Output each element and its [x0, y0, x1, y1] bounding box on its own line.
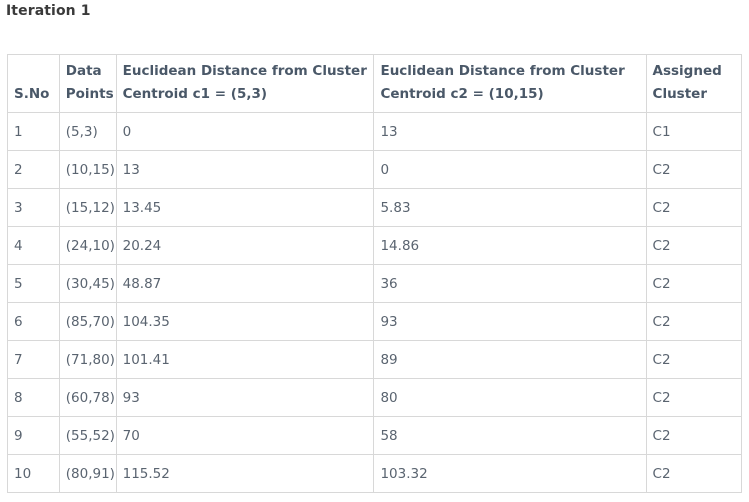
- header-distance-c2-line2: Centroid c2 = (10,15): [380, 86, 544, 102]
- cell-distance-c2: 13: [373, 112, 647, 151]
- cell-sno: 9: [7, 416, 60, 455]
- cell-distance-c2: 89: [373, 340, 647, 379]
- cell-sno: 5: [7, 264, 60, 303]
- header-distance-c2: Euclidean Distance from Cluster Centroid…: [373, 54, 647, 113]
- table-row: 8 (60,78) 93 80 C2: [7, 378, 743, 417]
- cell-sno: 7: [7, 340, 60, 379]
- cell-distance-c1: 13: [115, 150, 375, 189]
- cell-distance-c2: 93: [373, 302, 647, 341]
- cell-distance-c1: 115.52: [115, 454, 375, 493]
- cell-assigned-cluster: C2: [645, 226, 743, 265]
- table-row: 4 (24,10) 20.24 14.86 C2: [7, 226, 743, 265]
- cell-distance-c1: 48.87: [115, 264, 375, 303]
- cell-assigned-cluster: C2: [645, 378, 743, 417]
- table-row: 2 (10,15) 13 0 C2: [7, 150, 743, 189]
- cell-data-point: (24,10): [58, 226, 117, 265]
- header-data-points-line1: Data: [65, 63, 102, 79]
- cell-distance-c2: 5.83: [373, 188, 647, 227]
- cell-assigned-cluster: C2: [645, 264, 743, 303]
- cell-data-point: (15,12): [58, 188, 117, 227]
- cell-distance-c1: 0: [115, 112, 375, 151]
- table-row: 1 (5,3) 0 13 C1: [7, 112, 743, 151]
- cell-assigned-cluster: C2: [645, 150, 743, 189]
- table-row: 6 (85,70) 104.35 93 C2: [7, 302, 743, 341]
- cell-data-point: (85,70): [58, 302, 117, 341]
- header-sno-label: S.No: [14, 86, 50, 102]
- cell-distance-c1: 20.24: [115, 226, 375, 265]
- cell-distance-c1: 70: [115, 416, 375, 455]
- table-row: 10 (80,91) 115.52 103.32 C2: [7, 454, 743, 493]
- cell-sno: 4: [7, 226, 60, 265]
- page-title: Iteration 1: [6, 3, 91, 19]
- cell-data-point: (80,91): [58, 454, 117, 493]
- header-data-points: Data Points: [58, 54, 117, 113]
- cell-data-point: (60,78): [58, 378, 117, 417]
- cell-distance-c2: 80: [373, 378, 647, 417]
- header-distance-c1: Euclidean Distance from Cluster Centroid…: [115, 54, 375, 113]
- header-distance-c1-line2: Centroid c1 = (5,3): [122, 86, 268, 102]
- header-assigned-cluster: Assigned Cluster: [645, 54, 743, 113]
- cell-distance-c1: 104.35: [115, 302, 375, 341]
- header-sno: S.No: [7, 54, 60, 113]
- cell-distance-c1: 13.45: [115, 188, 375, 227]
- header-distance-c1-line1: Euclidean Distance from Cluster: [122, 63, 367, 79]
- cell-assigned-cluster: C2: [645, 188, 743, 227]
- cell-distance-c2: 14.86: [373, 226, 647, 265]
- header-data-points-line2: Points: [65, 86, 114, 102]
- table-row: 5 (30,45) 48.87 36 C2: [7, 264, 743, 303]
- table-row: 9 (55,52) 70 58 C2: [7, 416, 743, 455]
- cell-distance-c2: 36: [373, 264, 647, 303]
- table-header-row: S.No Data Points Euclidean Distance from…: [7, 54, 743, 113]
- cell-assigned-cluster: C2: [645, 416, 743, 455]
- cell-distance-c2: 0: [373, 150, 647, 189]
- header-assigned-line1: Assigned: [652, 63, 722, 79]
- cell-sno: 10: [7, 454, 60, 493]
- cell-data-point: (30,45): [58, 264, 117, 303]
- cell-distance-c2: 58: [373, 416, 647, 455]
- cell-assigned-cluster: C2: [645, 302, 743, 341]
- cell-sno: 1: [7, 112, 60, 151]
- table-row: 3 (15,12) 13.45 5.83 C2: [7, 188, 743, 227]
- cell-data-point: (10,15): [58, 150, 117, 189]
- cell-distance-c1: 93: [115, 378, 375, 417]
- cell-data-point: (71,80): [58, 340, 117, 379]
- header-distance-c2-line1: Euclidean Distance from Cluster: [380, 63, 625, 79]
- cell-sno: 8: [7, 378, 60, 417]
- cell-sno: 3: [7, 188, 60, 227]
- header-assigned-line2: Cluster: [652, 86, 707, 102]
- cell-sno: 6: [7, 302, 60, 341]
- iteration-table: S.No Data Points Euclidean Distance from…: [7, 54, 743, 493]
- table-row: 7 (71,80) 101.41 89 C2: [7, 340, 743, 379]
- cell-data-point: (5,3): [58, 112, 117, 151]
- cell-distance-c2: 103.32: [373, 454, 647, 493]
- cell-assigned-cluster: C1: [645, 112, 743, 151]
- cell-distance-c1: 101.41: [115, 340, 375, 379]
- cell-sno: 2: [7, 150, 60, 189]
- cell-assigned-cluster: C2: [645, 340, 743, 379]
- cell-data-point: (55,52): [58, 416, 117, 455]
- cell-assigned-cluster: C2: [645, 454, 743, 493]
